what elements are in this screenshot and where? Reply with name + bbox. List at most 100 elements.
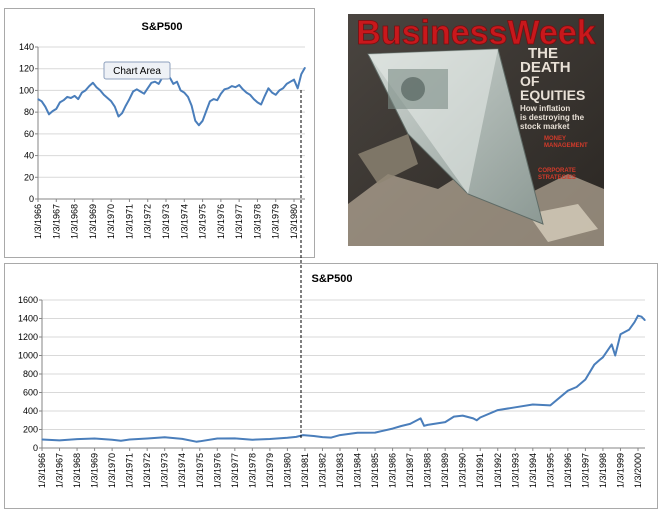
chart2-data-point — [41, 438, 43, 441]
chart2-xtick-label: 1/3/1980 — [282, 453, 292, 488]
chart1-data-point — [143, 93, 145, 95]
chart2-xtick-label: 1/3/1983 — [335, 453, 345, 488]
chart2-xtick-label: 1/3/1968 — [72, 453, 82, 488]
chart2-data-point — [374, 431, 376, 434]
chart1-xtick-label: 1/3/1977 — [234, 204, 244, 239]
cover-story2-1: MONEY — [544, 136, 566, 142]
chart1-data-point — [194, 120, 196, 122]
chart2-data-point — [313, 435, 315, 437]
chart1-ytick-label: 100 — [19, 85, 34, 95]
chart2-xtick-label: 1/3/1998 — [598, 453, 608, 488]
chart1-data-point — [154, 81, 156, 83]
chart1-xtick-label: 1/3/1971 — [124, 204, 134, 239]
chart2-xtick-label: 1/3/1979 — [265, 453, 275, 488]
chart2-data-point — [339, 434, 341, 436]
chart2-data-point — [640, 316, 643, 318]
chart2-xtick-label: 1/3/1990 — [458, 453, 468, 488]
chart2-data-point — [409, 423, 411, 425]
chart2-xtick-label: 1/3/1975 — [195, 453, 205, 488]
chart-1-plot: S&P500 0 20 40 60 80 100 120 140 1/3/1966 1/3/1967… — [19, 21, 306, 239]
chart2-xtick-label: 1/3/1971 — [125, 453, 135, 488]
chart2-data-point — [181, 438, 183, 440]
chart1-data-point — [234, 86, 237, 88]
chart2-data-point — [111, 439, 113, 441]
chart2-ytick-label: 1200 — [18, 332, 38, 342]
chart2-xtick-label: 1/3/1981 — [300, 453, 310, 488]
chart2-data-point — [593, 364, 595, 366]
sp500-chart-1966-2000[interactable]: S&P500 0 200 400 600 800 1000 1200 1400 1600 1/3/1… — [4, 263, 658, 509]
chart1-data-point — [128, 98, 131, 100]
cover-story3-1: CORPORATE — [538, 168, 576, 174]
chart2-data-point — [598, 359, 601, 361]
chart1-data-point — [191, 105, 193, 107]
cover-dek-2: is destroying the — [520, 113, 585, 122]
chart2-data-point — [400, 425, 402, 427]
chart2-data-point — [567, 390, 569, 392]
cover-dek-1: How inflation — [520, 104, 570, 113]
chart1-data-point — [220, 93, 222, 95]
chart2-data-point — [633, 321, 636, 323]
chart2-data-point — [453, 415, 455, 418]
chart1-data-point — [267, 87, 270, 89]
chart1-title: S&P500 — [142, 21, 183, 33]
chart2-data-point — [637, 315, 639, 317]
chart1-ytick-label: 120 — [19, 64, 34, 74]
businessweek-cover-image: BusinessWeek THE DEATH OF EQUITIES How i… — [348, 14, 604, 246]
chart1-data-point — [59, 101, 61, 103]
chart1-data-point — [216, 99, 218, 101]
chart1-xtick-label: 1/3/1967 — [51, 204, 61, 239]
chart1-data-point — [73, 95, 76, 97]
chart2-data-point — [234, 437, 236, 439]
chart2-data-point — [532, 403, 534, 406]
chart1-xtick-label: 1/3/1980 — [289, 204, 299, 239]
chart2-data-point — [576, 386, 578, 388]
chart1-data-point — [275, 94, 277, 96]
chart1-data-point — [282, 87, 284, 89]
chart1-data-point — [66, 96, 68, 98]
chart1-xtick-label: 1/3/1972 — [143, 204, 153, 239]
chart1-data-point — [223, 88, 226, 90]
chart1-data-point — [278, 89, 280, 92]
chart2-data-point — [58, 439, 61, 442]
chart2-data-point — [199, 440, 201, 442]
chart2-xtick-label: 1/3/1970 — [107, 453, 117, 488]
chart2-data-point — [216, 437, 218, 440]
chart2-xtick-label: 1/3/2000 — [633, 453, 643, 488]
sp500-chart-1966-1980[interactable]: S&P500 0 20 40 60 80 100 120 140 1/3/1966 1/3/1967… — [4, 8, 315, 258]
chart2-ytick-label: 1600 — [18, 295, 38, 305]
chart-2-plot: S&P500 0 200 400 600 800 1000 1200 1400 1600 1/3/1… — [18, 273, 646, 488]
chart2-xtick-label: 1/3/1969 — [90, 453, 100, 488]
chart2-data-point — [93, 437, 96, 440]
chart2-ytick-label: 0 — [33, 443, 38, 453]
chart1-data-point — [212, 98, 215, 100]
chart-area-tooltip: Chart Area — [103, 61, 171, 80]
chart1-xtick-label: 1/3/1974 — [179, 204, 189, 239]
chart2-data-point — [120, 440, 122, 442]
chart1-data-point — [242, 88, 244, 90]
chart2-xtick-label: 1/3/1993 — [510, 453, 520, 488]
chart1-data-point — [121, 112, 123, 114]
chart2-ytick-label: 200 — [23, 425, 38, 435]
chart1-data-point — [286, 83, 288, 85]
chart2-data-point — [423, 425, 425, 427]
chart2-data-point — [321, 436, 324, 438]
cover-headline-2: DEATH — [520, 59, 571, 76]
chart2-data-point — [356, 432, 359, 434]
chart2-data-point — [497, 409, 499, 411]
chart2-xtick-label: 1/3/1967 — [55, 453, 65, 488]
chart2-data-point — [129, 438, 131, 441]
chart2-data-point — [146, 437, 148, 440]
chart2-xtick-label: 1/3/1989 — [440, 453, 450, 488]
chart1-data-point — [88, 85, 90, 87]
chart1-data-point — [150, 82, 152, 84]
chart1-data-point — [132, 90, 134, 93]
chart1-data-point — [238, 84, 240, 86]
chart1-xtick-label: 1/3/1979 — [271, 204, 281, 239]
chart1-ytick-label: 0 — [29, 194, 34, 204]
chart2-xtick-label: 1/3/1984 — [353, 453, 363, 488]
chart2-data-point — [611, 343, 613, 345]
chart1-data-point — [52, 110, 54, 112]
cover-headline-3: OF — [520, 73, 540, 89]
chart1-xtick-label: 1/3/1976 — [216, 204, 226, 239]
chart2-xtick-label: 1/3/1976 — [212, 453, 222, 488]
